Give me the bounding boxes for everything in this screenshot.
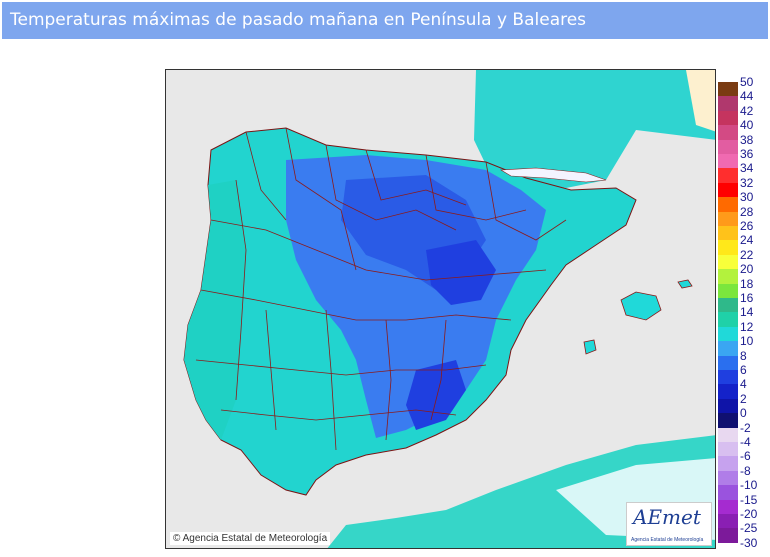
legend-swatch bbox=[718, 168, 738, 184]
france-warm-area bbox=[686, 70, 715, 132]
legend-label: 38 bbox=[740, 132, 754, 147]
legend-label: 40 bbox=[740, 118, 754, 133]
legend-label: 26 bbox=[740, 219, 754, 233]
legend-swatch bbox=[718, 226, 738, 241]
legend-swatch bbox=[718, 82, 738, 97]
mallorca bbox=[620, 291, 662, 321]
legend-label: 6 bbox=[740, 363, 747, 377]
legend-label: 30 bbox=[740, 190, 754, 205]
legend-label: 18 bbox=[740, 276, 754, 291]
legend-label: 10 bbox=[740, 334, 754, 349]
legend-label: 42 bbox=[740, 103, 754, 118]
legend-swatch bbox=[718, 413, 738, 429]
legend-label: -25 bbox=[740, 521, 758, 536]
legend-label: 36 bbox=[740, 147, 754, 161]
province-boundaries bbox=[195, 127, 567, 451]
france-land bbox=[474, 70, 715, 188]
legend-swatch bbox=[718, 456, 738, 472]
legend-label: -10 bbox=[740, 478, 758, 493]
legend-swatch bbox=[718, 298, 738, 313]
legend-label: 16 bbox=[740, 291, 754, 305]
menorca bbox=[677, 279, 693, 289]
southern-cold-area bbox=[406, 360, 466, 430]
legend-label: 8 bbox=[740, 348, 747, 363]
legend-label: 20 bbox=[740, 262, 754, 277]
legend-label: 50 bbox=[740, 75, 754, 89]
legend-label: -15 bbox=[740, 492, 758, 507]
legend-swatch bbox=[718, 182, 738, 198]
legend-swatch bbox=[718, 96, 738, 112]
legend-label: -20 bbox=[740, 507, 758, 521]
legend-swatch bbox=[718, 355, 738, 371]
temperature-legend: 50 44 42 40 38 36 34 32 30 28 26 24 22 20 18 16 14 12 10 8 6… bbox=[718, 76, 770, 554]
legend-swatch bbox=[718, 110, 738, 126]
legend-swatch bbox=[718, 326, 738, 342]
legend-label: 28 bbox=[740, 204, 754, 219]
legend-label: 12 bbox=[740, 319, 754, 334]
legend-label: 2 bbox=[740, 391, 747, 406]
legend-label: 4 bbox=[740, 377, 747, 392]
legend-swatch bbox=[718, 197, 738, 213]
legend-label: 44 bbox=[740, 89, 754, 104]
legend-swatch bbox=[718, 269, 738, 285]
legend-swatch bbox=[718, 312, 738, 328]
legend-swatch bbox=[718, 442, 738, 457]
legend-label: -30 bbox=[740, 535, 758, 550]
legend-swatch bbox=[718, 139, 738, 155]
aemet-logo: AEmet Agencia Estatal de Meteorología bbox=[626, 502, 712, 546]
legend-label: -2 bbox=[740, 420, 751, 435]
page-title: Temperaturas máximas de pasado mañana en… bbox=[2, 2, 768, 39]
legend-swatch bbox=[718, 254, 738, 270]
legend-swatch bbox=[718, 398, 738, 414]
copyright-notice: © Agencia Estatal de Meteorología bbox=[170, 532, 331, 545]
legend-label: 14 bbox=[740, 305, 754, 320]
legend-label: 22 bbox=[740, 247, 754, 262]
legend-swatch bbox=[718, 370, 738, 385]
temperature-map: © Agencia Estatal de Meteorología AEmet … bbox=[165, 69, 716, 549]
legend-label: 24 bbox=[740, 233, 754, 248]
legend-swatch bbox=[718, 283, 738, 299]
map-canvas bbox=[166, 70, 715, 548]
legend-swatch bbox=[718, 514, 738, 529]
legend-label: 32 bbox=[740, 175, 754, 190]
portugal-coast bbox=[184, 180, 246, 440]
coldest-core bbox=[426, 240, 496, 305]
legend-label: 34 bbox=[740, 161, 754, 176]
legend-swatch bbox=[718, 125, 738, 141]
ibiza bbox=[583, 339, 597, 355]
legend-swatch bbox=[718, 384, 738, 400]
legend-swatch bbox=[718, 485, 738, 501]
legend-swatch bbox=[718, 427, 738, 443]
logo-subtitle: Agencia Estatal de Meteorología bbox=[631, 537, 704, 543]
legend-swatch bbox=[718, 528, 738, 544]
legend-swatch bbox=[718, 211, 738, 227]
legend-swatch bbox=[718, 470, 738, 486]
legend-swatch bbox=[718, 154, 738, 169]
legend-label: 0 bbox=[740, 406, 747, 421]
legend-label: -8 bbox=[740, 463, 751, 478]
pyrenees-snow bbox=[500, 167, 607, 183]
legend-label: -6 bbox=[740, 449, 751, 464]
legend-swatch bbox=[718, 499, 738, 515]
logo-name: AEmet bbox=[633, 505, 701, 529]
legend-swatch bbox=[718, 341, 738, 357]
legend-label: -4 bbox=[740, 435, 751, 449]
legend-swatch bbox=[718, 240, 738, 256]
